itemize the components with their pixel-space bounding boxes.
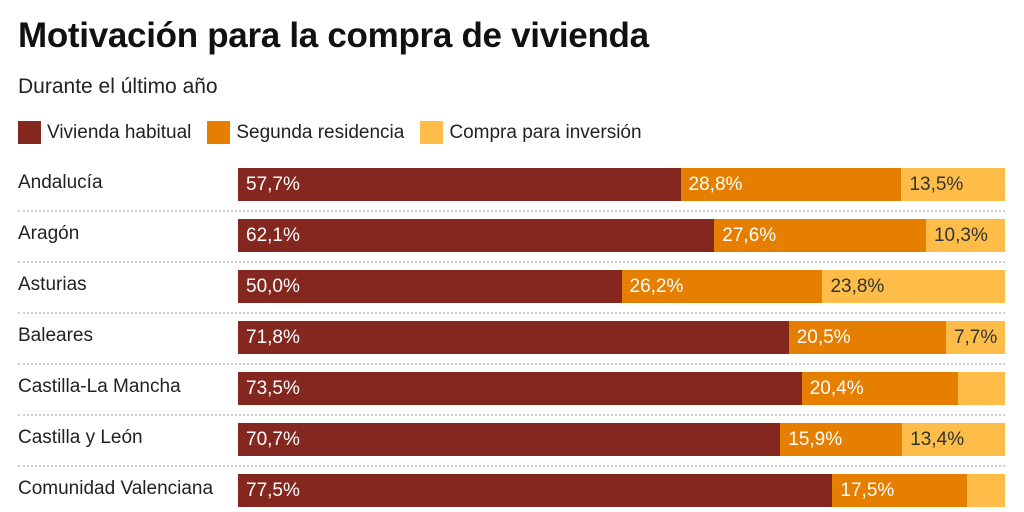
legend-swatch xyxy=(18,121,41,144)
data-label: 27,6% xyxy=(722,225,777,246)
category-label: Baleares xyxy=(18,325,93,346)
category-label: Comunidad Valenciana xyxy=(18,478,214,499)
data-label: 13,4% xyxy=(910,429,965,450)
bar-segment xyxy=(238,219,715,252)
bar-segment xyxy=(238,168,681,201)
data-label: 7,7% xyxy=(953,327,998,348)
bar-segment xyxy=(901,168,1005,201)
data-label: 23,8% xyxy=(830,276,885,297)
bar-segment xyxy=(958,372,1005,405)
bar-segment xyxy=(925,219,1005,252)
bar-segment xyxy=(822,270,1005,303)
bar-segment xyxy=(945,321,1005,354)
bar-segment xyxy=(238,321,789,354)
bar-segment xyxy=(238,372,802,405)
legend: Vivienda habitual Segunda residencia Com… xyxy=(18,121,658,144)
bar-segment xyxy=(238,423,781,456)
data-label: 77,5% xyxy=(246,480,300,501)
row-separator xyxy=(18,312,1005,314)
category-label: Asturias xyxy=(18,274,87,295)
category-label: Andalucía xyxy=(18,172,103,193)
data-label: 10,3% xyxy=(933,225,988,246)
data-label: 20,5% xyxy=(796,327,851,348)
bar-segment xyxy=(680,168,902,201)
row-separator xyxy=(18,363,1005,365)
legend-label: Vivienda habitual xyxy=(47,121,192,143)
data-label: 28,8% xyxy=(688,174,743,195)
bar-segment xyxy=(238,270,622,303)
legend-swatch xyxy=(207,121,231,144)
data-label: 20,4% xyxy=(809,378,864,399)
bar-segment xyxy=(801,372,959,405)
data-label: 15,9% xyxy=(788,429,843,450)
legend-label: Segunda residencia xyxy=(236,121,405,143)
data-label: 26,2% xyxy=(629,276,684,297)
row-separator xyxy=(18,261,1005,263)
legend-item-segunda-residencia: Segunda residencia xyxy=(207,121,404,144)
bar-segment xyxy=(788,321,946,354)
data-label: 71,8% xyxy=(246,327,300,348)
bar-segment xyxy=(902,423,1005,456)
data-label: 73,5% xyxy=(246,378,300,399)
category-label: Castilla y León xyxy=(18,427,143,448)
category-label: Castilla-La Mancha xyxy=(18,376,181,397)
legend-item-compra-inversion: Compra para inversión xyxy=(420,121,642,144)
row-separator xyxy=(18,465,1005,467)
category-label: Aragón xyxy=(18,223,80,244)
bar-segment xyxy=(621,270,823,303)
data-label: 62,1% xyxy=(246,225,300,246)
legend-label: Compra para inversión xyxy=(449,121,642,143)
bar-segment xyxy=(966,474,1005,507)
data-label: 17,5% xyxy=(840,480,895,501)
legend-item-vivienda-habitual: Vivienda habitual xyxy=(18,121,191,144)
bar-segment xyxy=(780,423,903,456)
chart-subtitle: Durante el último año xyxy=(18,75,218,98)
legend-swatch xyxy=(420,121,444,144)
data-label: 57,7% xyxy=(246,174,300,195)
data-label: 70,7% xyxy=(246,429,300,450)
bar-segment xyxy=(832,474,967,507)
bar-segment xyxy=(714,219,926,252)
chart-title: Motivación para la compra de vivienda xyxy=(18,16,649,55)
data-label: 13,5% xyxy=(909,174,964,195)
row-separator xyxy=(18,414,1005,416)
bar-segment xyxy=(238,474,833,507)
row-separator xyxy=(18,210,1005,212)
data-label: 50,0% xyxy=(246,276,300,297)
